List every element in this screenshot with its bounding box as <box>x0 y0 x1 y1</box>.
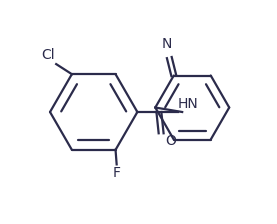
Text: HN: HN <box>178 97 198 111</box>
Text: Cl: Cl <box>42 48 55 62</box>
Text: O: O <box>165 134 176 148</box>
Text: N: N <box>162 37 172 51</box>
Text: F: F <box>113 166 121 180</box>
